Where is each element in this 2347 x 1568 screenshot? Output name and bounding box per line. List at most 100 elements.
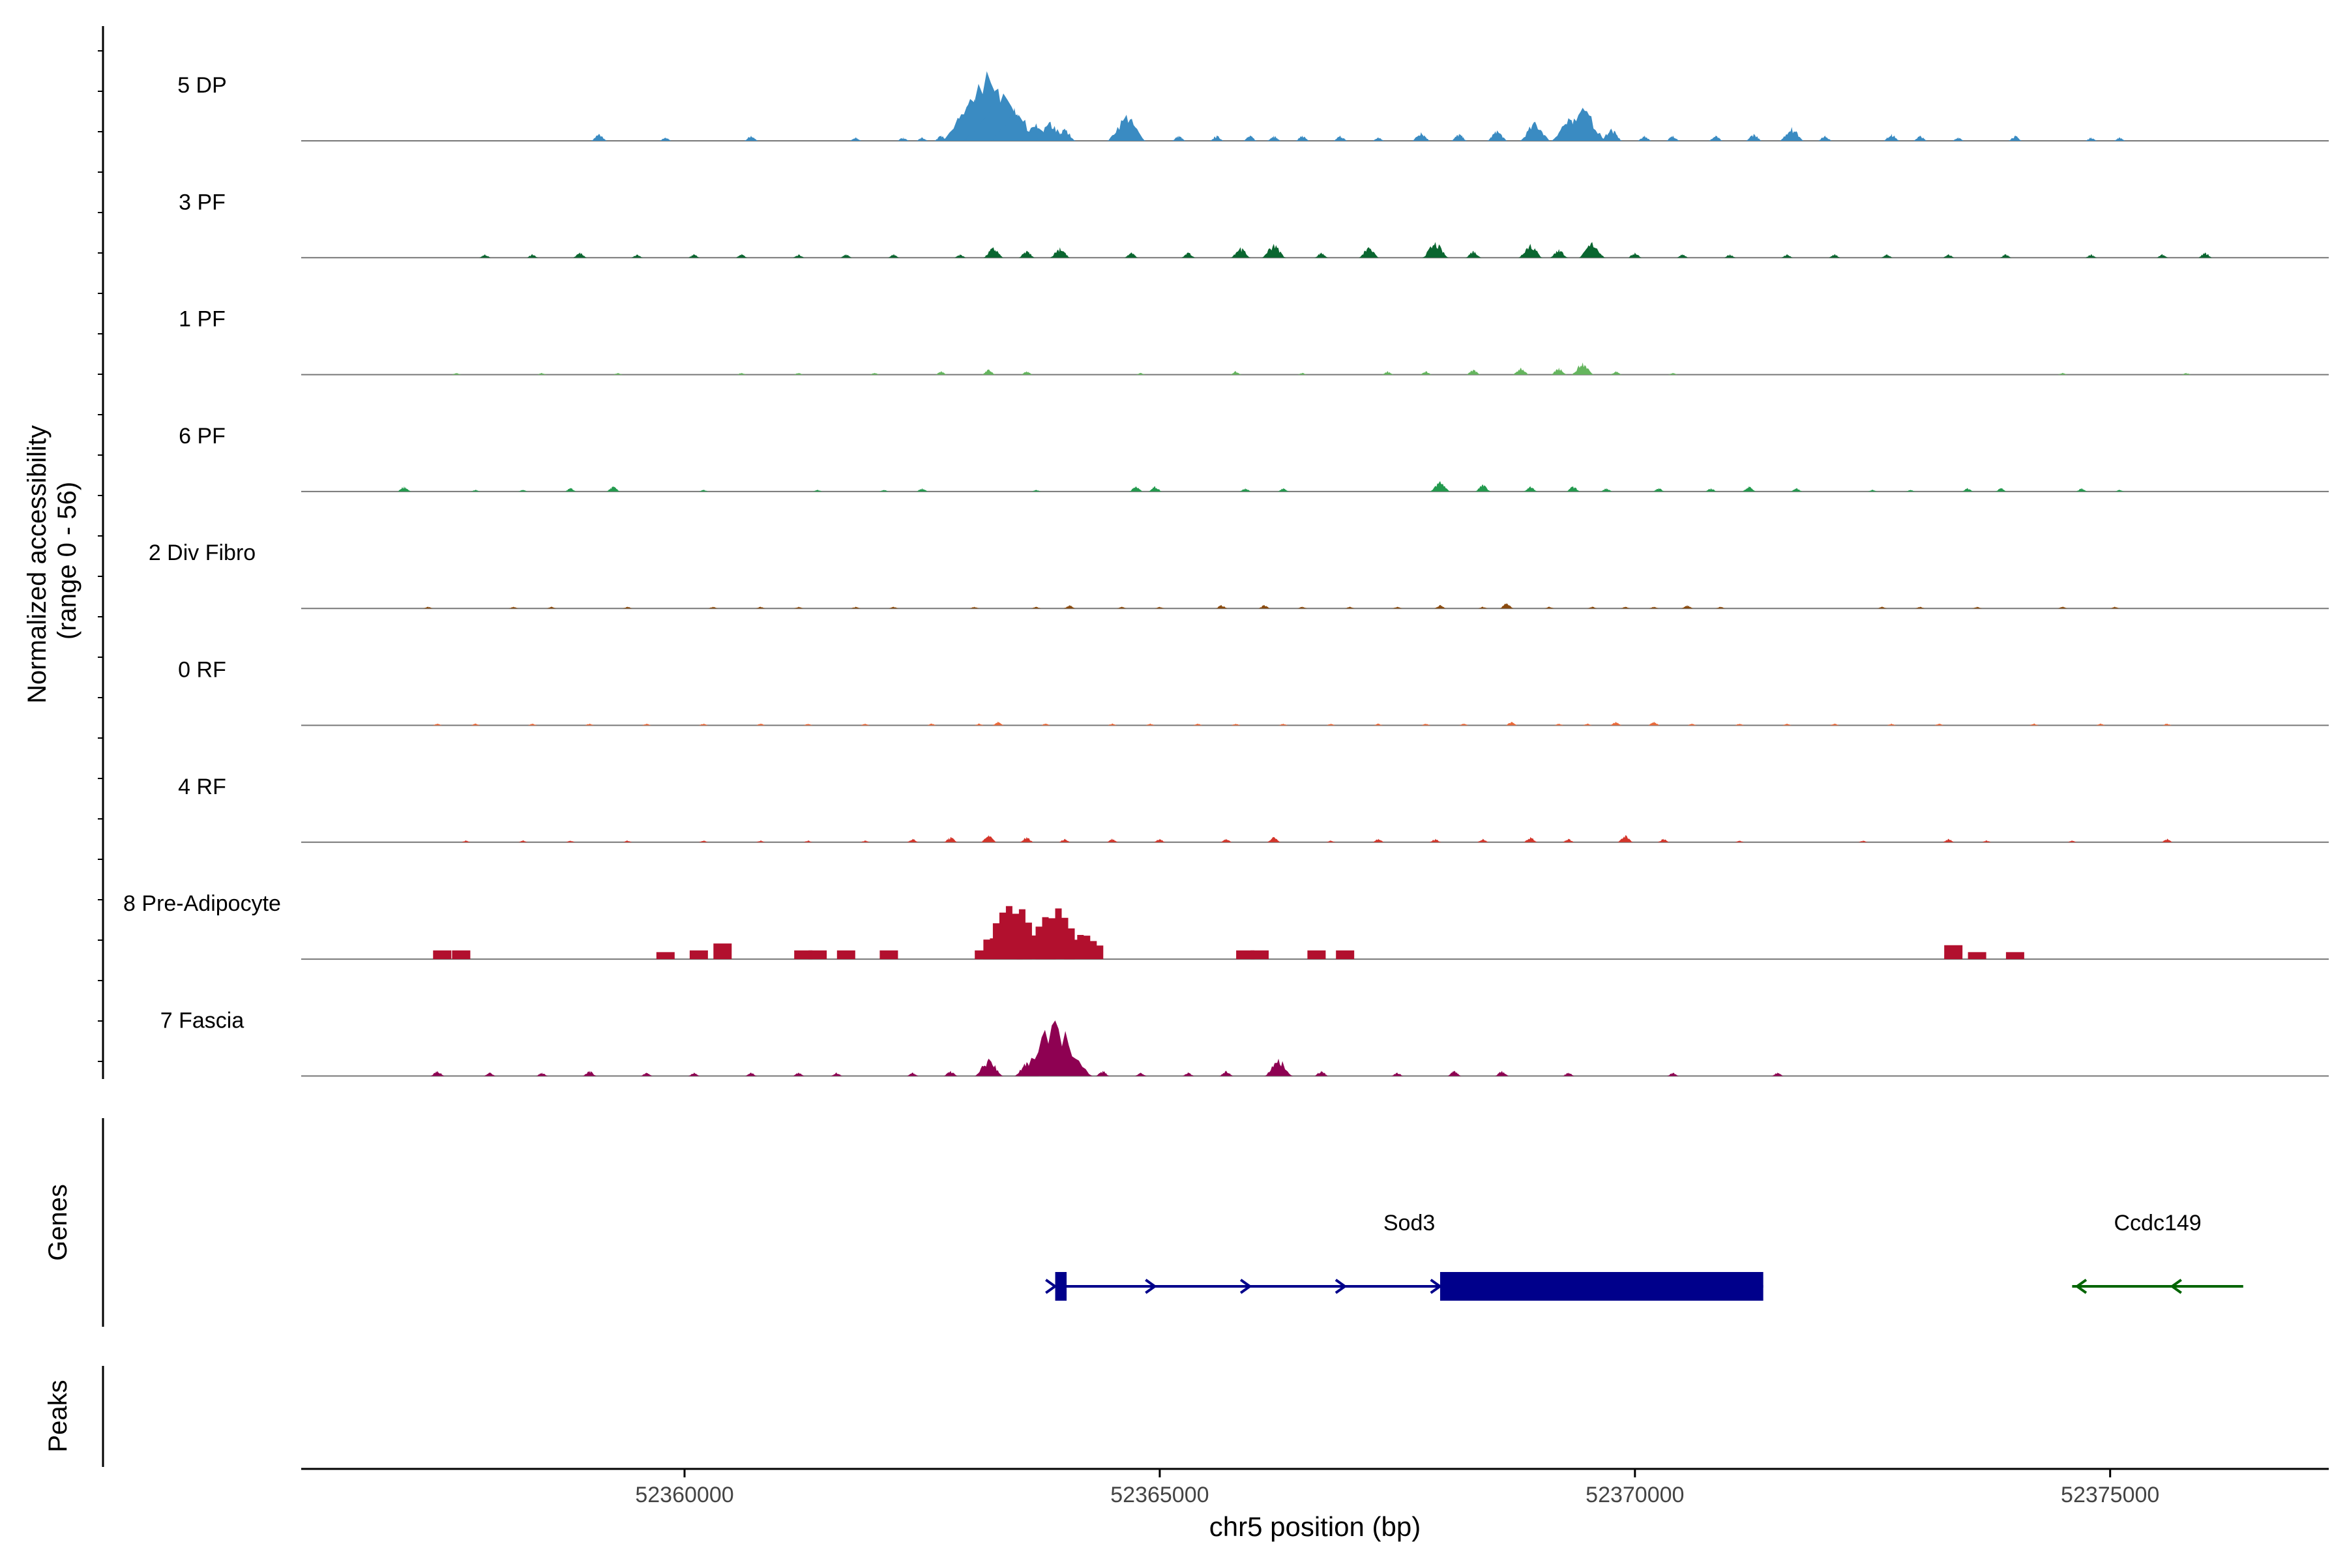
coverage-peak (622, 606, 633, 609)
track-4-rf: 4 RF (178, 775, 2329, 843)
coverage-peak (1018, 250, 1035, 258)
coverage-peak (1867, 490, 1878, 492)
coverage-peak (793, 606, 804, 609)
coverage-peak (1421, 723, 1431, 726)
coverage-peak (1359, 247, 1380, 258)
track-label: 8 Pre-Adipocyte (123, 891, 281, 916)
coverage-peak (1734, 723, 1745, 726)
coverage-peak (983, 247, 1004, 258)
coverage-peak (1018, 1020, 1093, 1076)
coverage-peak (1466, 369, 1481, 375)
coverage-peak (656, 952, 675, 960)
gene-models: Sod3 Ccdc149 (1045, 1211, 2243, 1301)
coverage-peak (1628, 252, 1642, 258)
coverage-peak (954, 254, 966, 258)
coverage-peak (1434, 604, 1447, 609)
left-axis (98, 26, 104, 1079)
coverage-peak (397, 486, 411, 492)
coverage-peak (1307, 950, 1326, 960)
coverage-peak (1344, 606, 1355, 609)
coverage-peak (1942, 254, 1955, 258)
coverage-peak (1687, 723, 1697, 726)
coverage-peak (698, 840, 709, 842)
coverage-peak (1333, 136, 1348, 141)
coverage-peak (2067, 840, 2077, 842)
coverage-peak (1053, 128, 1076, 141)
coverage-peak (1250, 950, 1269, 960)
track-label: 4 RF (178, 775, 226, 799)
coverage-peak (2085, 137, 2097, 141)
coverage-peak (452, 950, 471, 960)
coverage-peak (2029, 723, 2039, 726)
gene-sod3: Sod3 (1045, 1211, 1764, 1301)
coverage-peak (1050, 247, 1070, 258)
coverage-peak (1411, 132, 1430, 141)
coverage-peak (1297, 606, 1308, 609)
track-label: 2 Div Fibro (149, 540, 256, 565)
genes-label: Genes (44, 1184, 72, 1261)
coverage-peak (1031, 606, 1041, 609)
strand-arrow (1430, 1279, 1443, 1294)
coverage-peak (1779, 126, 1805, 141)
coverage-peak (1106, 838, 1119, 842)
coverage-peak (1129, 486, 1144, 492)
coverage-peak (1858, 840, 1868, 842)
coverage-peak (1372, 137, 1385, 141)
coverage-peak (518, 490, 528, 492)
coverage-peak (1475, 484, 1491, 492)
coverage-peak (2198, 252, 2213, 258)
coverage-peak (1031, 490, 1041, 492)
coverage-peak (1220, 838, 1233, 842)
coverage-peak (803, 723, 814, 726)
coverage-peak (1041, 723, 1051, 726)
track-label: 0 RF (178, 658, 226, 683)
coverage-peak (606, 486, 621, 492)
coverage-peak (2156, 254, 2169, 258)
coverage-peak (1035, 121, 1066, 141)
coverage-peak (1064, 935, 1104, 960)
coverage-peak (1734, 840, 1745, 842)
track-1-pf: 1 PF (179, 307, 2329, 376)
coverage-peak (831, 1072, 843, 1076)
coverage-peak (1136, 372, 1146, 375)
coverage-peak (1192, 723, 1203, 726)
coverage-peak (1913, 136, 1927, 141)
coverage-peak (1236, 950, 1255, 960)
strand-arrow (1145, 1279, 1157, 1294)
coverage-peak (1134, 1072, 1147, 1076)
strand-arrow (1045, 1279, 1057, 1294)
coverage-peak (546, 606, 557, 609)
coverage-peak (2161, 838, 2174, 842)
coverage-peak (992, 722, 1005, 726)
coverage-peak (1095, 1071, 1110, 1076)
coverage-peak (1477, 838, 1489, 842)
coverage-peak (1617, 835, 1634, 842)
coverage-peak (1657, 838, 1670, 842)
coverage-peak (1264, 1058, 1293, 1076)
peaks-label: Peaks (44, 1380, 72, 1452)
coverage-peak (849, 137, 862, 141)
coverage-peak (2085, 254, 2097, 258)
coverage-peak (1267, 136, 1281, 141)
coverage-peak (1587, 606, 1597, 609)
coverage-peak (1447, 1071, 1462, 1076)
coverage-peak (1392, 606, 1402, 609)
coverage-peak (879, 490, 889, 492)
coverage-peak (1610, 371, 1622, 375)
coverage-peak (1458, 723, 1469, 726)
coverage-peak (2058, 606, 2068, 609)
coverage-peak (518, 840, 528, 842)
coverage-peak (509, 606, 519, 609)
coverage-peak (1610, 722, 1622, 726)
coverage-peak (1981, 840, 1992, 842)
coverage-peak (527, 723, 538, 726)
coverage-peak (1637, 136, 1652, 141)
gene-label: Sod3 (1383, 1211, 1435, 1235)
coverage-peak (1513, 367, 1529, 375)
coverage-peak (1942, 838, 1955, 842)
coverage-peak (2095, 723, 2106, 726)
coverage-peak (1745, 134, 1762, 141)
coverage-peak (698, 723, 709, 726)
